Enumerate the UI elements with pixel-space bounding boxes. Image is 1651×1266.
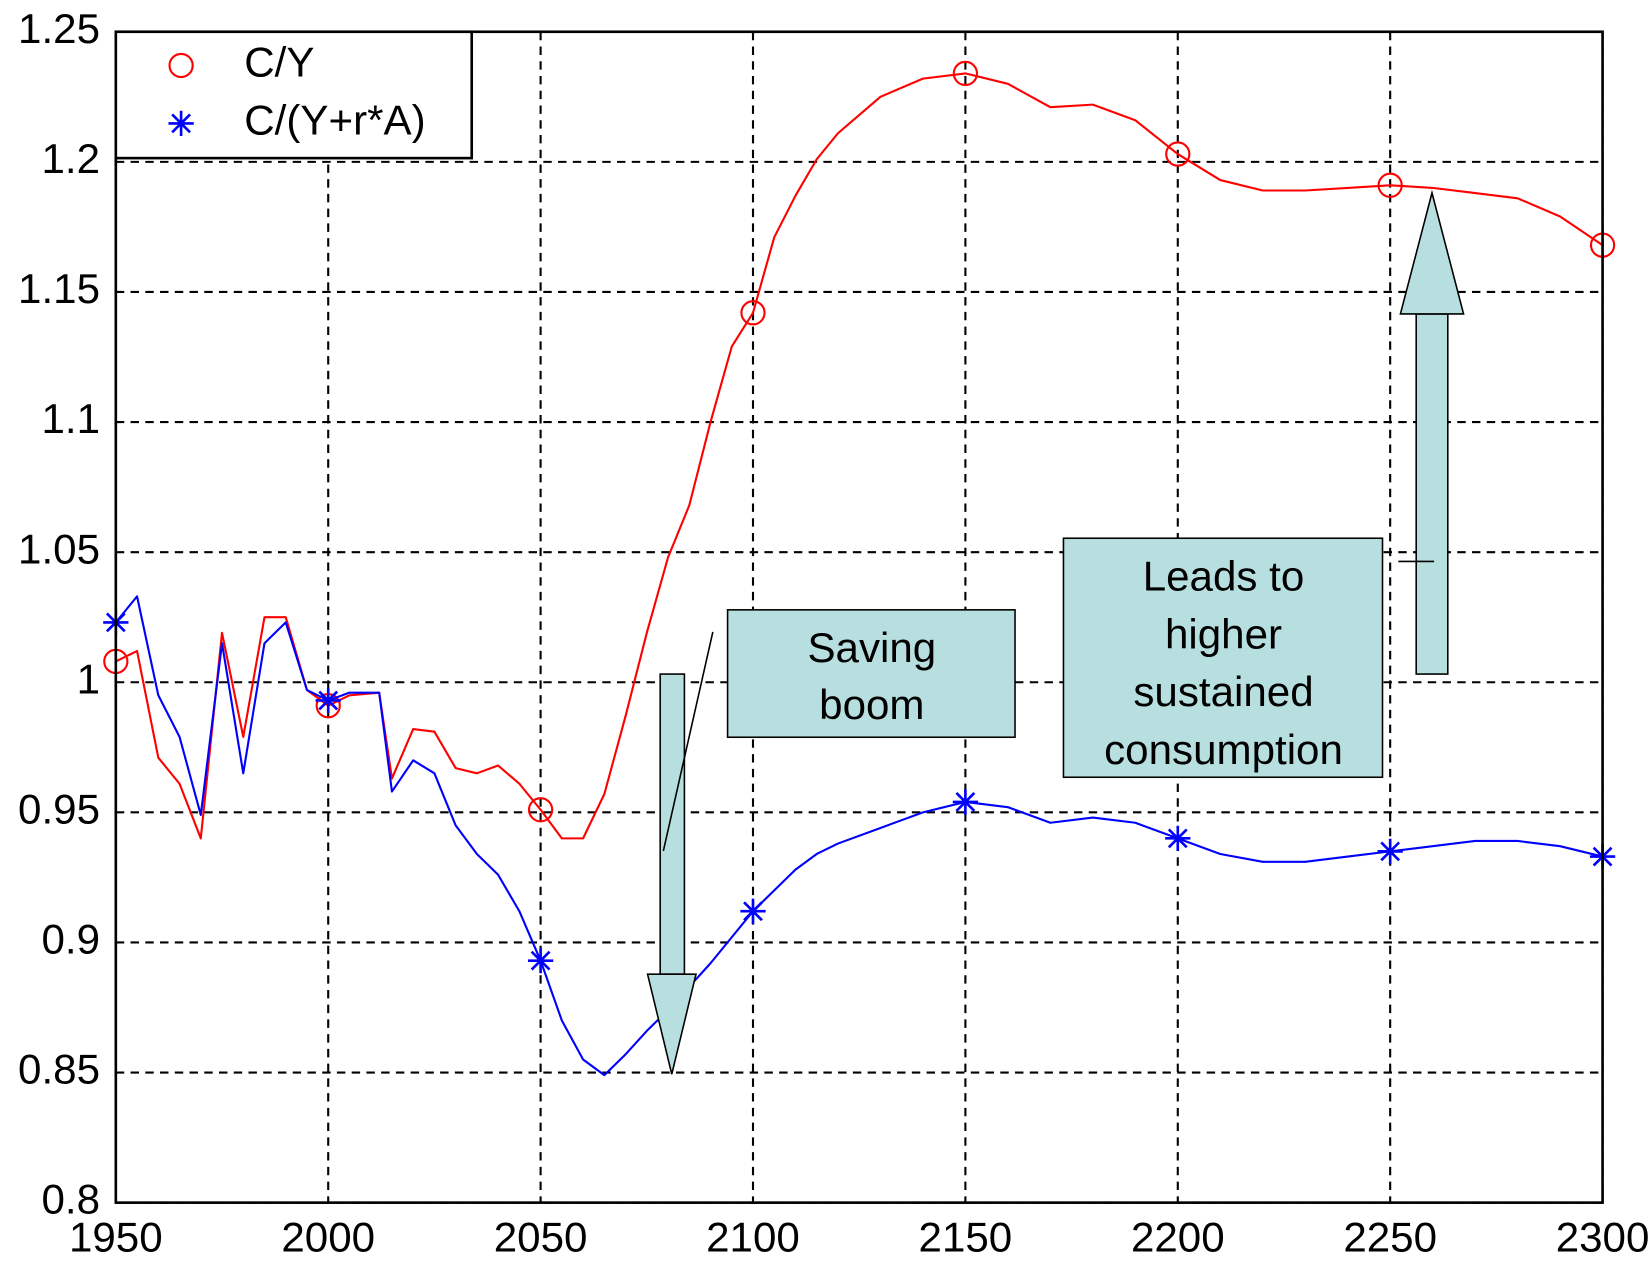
- x-tick-label: 2150: [919, 1214, 1013, 1261]
- x-tick-label: 2200: [1131, 1214, 1225, 1261]
- marker: [952, 789, 979, 815]
- y-tick-label: 1.15: [18, 265, 100, 312]
- y-tick-label: 1.1: [41, 395, 100, 442]
- annotation-text: boom: [819, 681, 924, 728]
- marker: [1165, 141, 1191, 167]
- annotation-text: sustained: [1133, 668, 1313, 715]
- marker: [952, 60, 979, 87]
- x-tick-label: 2250: [1343, 1214, 1437, 1261]
- y-tick-label: 1.25: [18, 5, 100, 52]
- y-tick-label: 0.8: [41, 1176, 100, 1223]
- marker: [740, 898, 766, 924]
- marker: [1377, 172, 1403, 198]
- marker: [1377, 838, 1403, 865]
- legend: C/Y C/(Y+r*A): [114, 30, 474, 160]
- y-tick-label: 0.95: [18, 785, 100, 832]
- annotation-text: Saving: [807, 624, 936, 671]
- x-tick-label: 2050: [494, 1214, 588, 1261]
- arrow-head: [1399, 189, 1465, 315]
- marker: [740, 300, 766, 326]
- annotation-text: consumption: [1104, 726, 1343, 773]
- annotation-box: [1062, 537, 1384, 779]
- annotation-text: higher: [1165, 610, 1282, 657]
- plot-frame: [114, 30, 1604, 1204]
- legend-marker: [168, 110, 194, 137]
- annotation-box: [726, 609, 1016, 739]
- y-tick-label: 1: [77, 655, 100, 702]
- arrow-shaft: [1415, 313, 1449, 675]
- annotation-text: Leads to: [1143, 552, 1305, 599]
- x-tick-label: 2100: [706, 1214, 800, 1261]
- y-tick-label: 0.85: [18, 1046, 100, 1093]
- x-tick-label: 2000: [281, 1214, 375, 1261]
- y-tick-label: 1.05: [18, 525, 100, 572]
- y-tick-label: 1.2: [41, 135, 100, 182]
- legend-label: C/Y: [244, 39, 314, 86]
- marker: [315, 687, 341, 714]
- arrow-head: [646, 973, 697, 1075]
- marker: [527, 797, 554, 823]
- x-tick-label: 1950: [69, 1214, 163, 1261]
- legend-label: C/(Y+r*A): [244, 97, 425, 144]
- legend-box: [114, 30, 474, 160]
- x-tick-label: 2300: [1556, 1214, 1650, 1261]
- marker: [1165, 825, 1191, 852]
- marker: [527, 948, 554, 974]
- arrow-shaft: [659, 673, 686, 975]
- y-tick-label: 0.9: [41, 916, 100, 963]
- legend-marker: [168, 52, 194, 79]
- pointer-line: [662, 631, 714, 852]
